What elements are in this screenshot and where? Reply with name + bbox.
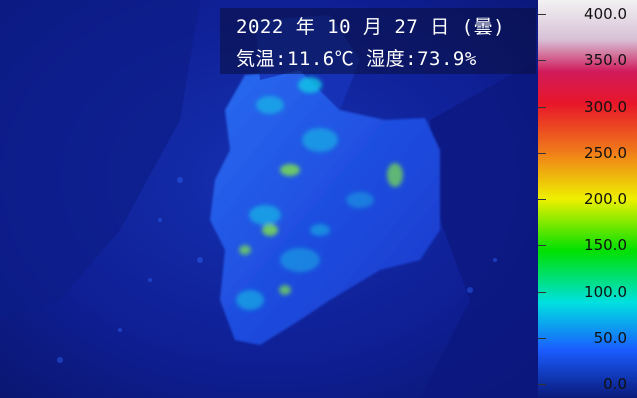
info-overlay: 2022 年 10 月 27 日 (曇) 気温:11.6℃ 湿度:73.9% xyxy=(220,8,536,74)
scale-tick-label: 50.0 xyxy=(593,328,627,347)
scale-tick-mark xyxy=(538,384,546,385)
scale-tick-mark xyxy=(538,60,546,62)
ground-specks xyxy=(57,177,497,363)
date-label: 2022 年 10 月 27 日 (曇) xyxy=(236,16,506,38)
hot-spots xyxy=(236,77,403,310)
scale-tick-mark xyxy=(538,199,546,200)
scale-tick-mark xyxy=(538,245,546,247)
dark-ground-left xyxy=(0,0,200,320)
scale-tick-mark xyxy=(538,106,546,108)
scale-tick-label: 350.0 xyxy=(584,51,627,70)
rock-mass xyxy=(210,70,440,345)
scale-tick-label: 100.0 xyxy=(584,282,627,301)
temperature-color-bar xyxy=(538,0,637,398)
scale-tick-mark xyxy=(538,337,546,339)
dark-ground-right xyxy=(420,60,538,398)
scale-tick-mark xyxy=(538,14,546,15)
scale-tick-label: 400.0 xyxy=(584,5,627,23)
temperature-scale: 400.0 350.0 300.0 250.0 200.0 150.0 100.0 50.0 0… xyxy=(538,0,637,398)
scale-tick-mark xyxy=(538,152,546,154)
scale-tick-mark xyxy=(538,291,546,293)
scale-tick-label: 250.0 xyxy=(584,143,627,162)
scale-tick-label: 200.0 xyxy=(584,190,627,208)
weather-label: 気温:11.6℃ 湿度:73.9% xyxy=(236,48,477,70)
scale-tick-label: 0.0 xyxy=(603,375,627,393)
scale-tick-label: 300.0 xyxy=(584,97,627,116)
scale-tick-label: 150.0 xyxy=(584,236,627,255)
